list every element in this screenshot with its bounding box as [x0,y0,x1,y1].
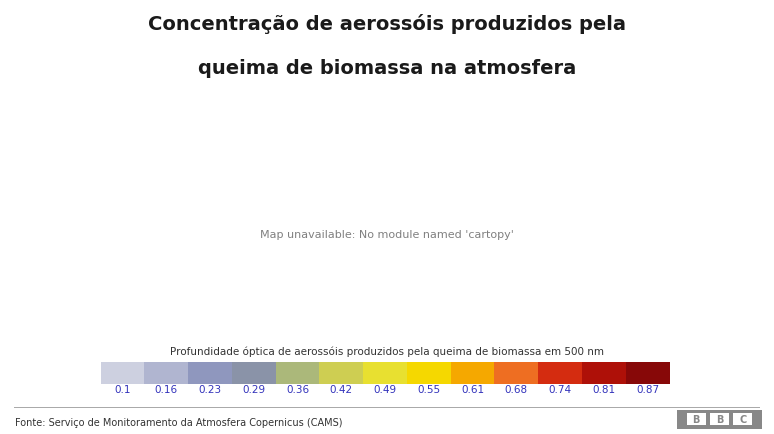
Bar [710,413,729,425]
Text: Fonte: Serviço de Monitoramento da Atmosfera Copernicus (CAMS): Fonte: Serviço de Monitoramento da Atmos… [15,418,343,427]
Bar [363,362,407,384]
Text: Profundidade óptica de aerossóis produzidos pela queima de biomassa em 500 nm: Profundidade óptica de aerossóis produzi… [170,345,604,356]
Text: C: C [739,414,746,424]
Bar [320,362,363,384]
Text: 0.49: 0.49 [374,385,396,394]
Bar [14,407,760,408]
Text: Concentração de aerossóis produzidos pela: Concentração de aerossóis produzidos pel… [148,14,626,34]
Bar [145,362,188,384]
Bar [625,362,670,384]
Bar [407,362,450,384]
Bar [232,362,276,384]
Bar [188,362,232,384]
Text: queima de biomassa na atmosfera: queima de biomassa na atmosfera [198,59,576,78]
Text: B: B [716,414,723,424]
Bar [101,362,145,384]
Text: 0.42: 0.42 [330,385,353,394]
Text: 0.36: 0.36 [286,385,309,394]
Text: Map unavailable: No module named 'cartopy': Map unavailable: No module named 'cartop… [260,230,515,239]
Text: 0.16: 0.16 [155,385,178,394]
Text: 21 DE AGOSTO 2019: 21 DE AGOSTO 2019 [47,95,190,107]
Bar [733,413,752,425]
Text: B: B [693,414,700,424]
Bar [276,362,320,384]
Text: 0.81: 0.81 [592,385,615,394]
Bar [538,362,582,384]
Text: 0.29: 0.29 [242,385,265,394]
Bar [450,362,495,384]
Text: 0.68: 0.68 [505,385,528,394]
Bar [582,362,625,384]
Text: 0.55: 0.55 [417,385,440,394]
Text: 0.74: 0.74 [549,385,572,394]
Text: 0.87: 0.87 [636,385,659,394]
Text: 0.1: 0.1 [115,385,131,394]
Bar [687,413,706,425]
Bar [495,362,538,384]
Text: 0.61: 0.61 [461,385,485,394]
Text: 0.23: 0.23 [198,385,221,394]
Bar [677,410,762,428]
